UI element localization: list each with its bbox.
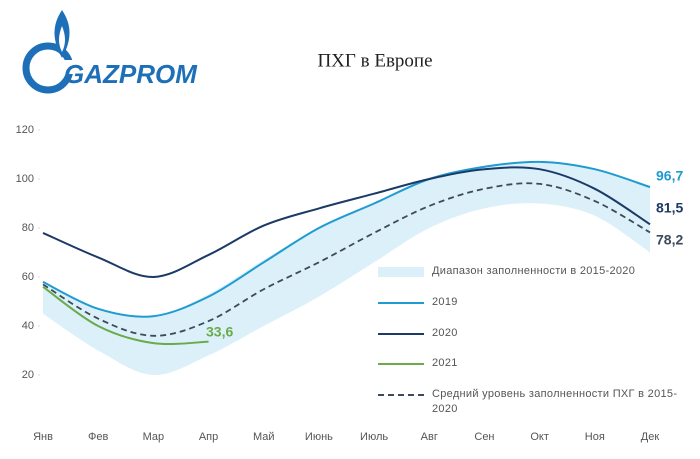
x-tick-label: Сен bbox=[474, 431, 494, 443]
value-label: 96,7 bbox=[656, 168, 683, 184]
range-band bbox=[43, 161, 650, 376]
y-tick-label: 80 bbox=[22, 222, 34, 234]
x-tick-label: Апр bbox=[199, 431, 218, 443]
value-label: 81,5 bbox=[656, 200, 683, 216]
legend-label: 2020 bbox=[432, 327, 458, 339]
legend-swatch bbox=[378, 267, 424, 277]
legend-label: Диапазон заполненности в 2015-2020 bbox=[432, 265, 636, 277]
x-tick-label: Июнь bbox=[305, 431, 333, 443]
y-tick-label: 20 bbox=[22, 369, 34, 381]
x-tick-label: Фев bbox=[88, 431, 108, 443]
x-tick-label: Дек bbox=[641, 431, 660, 443]
x-tick-label: Мар bbox=[143, 431, 165, 443]
series-line bbox=[42, 285, 209, 346]
x-tick-label: Янв bbox=[33, 431, 53, 443]
series-line bbox=[42, 182, 651, 337]
series-line bbox=[42, 160, 651, 318]
legend-label: Средний уровень заполненности ПХГ в 2015… bbox=[432, 388, 678, 415]
x-tick-label: Авг bbox=[421, 431, 438, 443]
logo-text: GAZPROM bbox=[64, 59, 198, 89]
x-tick-label: Ноя bbox=[585, 431, 605, 443]
value-label: 33,6 bbox=[206, 324, 233, 340]
y-tick-label: 60 bbox=[22, 271, 34, 283]
logo-icon bbox=[22, 10, 75, 94]
x-tick-label: Июль bbox=[360, 431, 388, 443]
series-line bbox=[42, 166, 651, 279]
x-tick-label: Окт bbox=[530, 431, 549, 443]
y-tick-label: 120 bbox=[16, 124, 34, 136]
value-label: 78,2 bbox=[656, 232, 683, 248]
x-tick-label: Май bbox=[253, 431, 275, 443]
y-tick-label: 40 bbox=[22, 320, 34, 332]
legend-label: 2019 bbox=[432, 296, 458, 308]
chart-title: ПХГ в Европе bbox=[317, 50, 432, 71]
legend-label: 2021 bbox=[432, 357, 458, 369]
y-tick-label: 100 bbox=[16, 173, 34, 185]
